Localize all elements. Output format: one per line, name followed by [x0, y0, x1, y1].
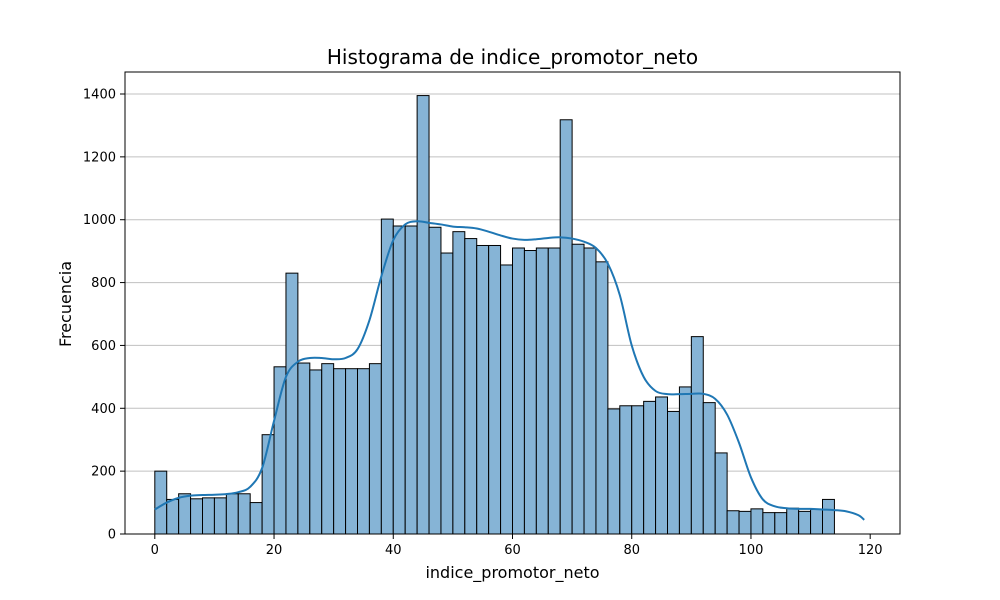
- histogram-bar: [738, 510, 752, 535]
- histogram-bar: [702, 402, 716, 535]
- x-tick-label: 0: [151, 543, 159, 558]
- y-tick-label: 400: [91, 402, 116, 417]
- histogram-bar: [678, 386, 692, 535]
- histogram-bar: [571, 243, 585, 535]
- y-axis-label: Frecuencia: [56, 261, 75, 347]
- histogram-bar: [225, 493, 239, 535]
- histogram-bar: [392, 225, 406, 535]
- histogram-bar: [190, 498, 203, 535]
- y-axis-ticks: 0 200 400 600 800 1000 1200 1400: [83, 88, 125, 543]
- y-tick-label: 1400: [83, 88, 116, 103]
- histogram-bar: [595, 261, 609, 535]
- histogram-bar: [428, 226, 442, 535]
- histogram-bar: [404, 225, 418, 535]
- histogram-bar: [500, 264, 514, 535]
- y-tick-label: 1200: [83, 150, 116, 165]
- histogram-bar: [512, 247, 525, 535]
- histogram-bar: [464, 238, 478, 535]
- histogram-bar: [535, 247, 549, 535]
- histogram-bar: [202, 497, 215, 535]
- chart-title: Histograma de indice_promotor_neto: [327, 45, 698, 69]
- histogram-bar: [440, 252, 454, 535]
- histogram-bar: [559, 119, 573, 535]
- histogram-bar: [750, 508, 764, 535]
- x-tick-label: 20: [266, 543, 283, 558]
- histogram-bars: [154, 95, 835, 535]
- histogram-bar: [285, 272, 299, 535]
- x-axis-label: indice_promotor_neto: [425, 563, 599, 583]
- kde-curve: [154, 220, 865, 521]
- x-axis-ticks: 0 20 40 60 80 100 120: [151, 534, 883, 558]
- y-tick-label: 1000: [83, 213, 116, 228]
- histogram-bar: [643, 400, 657, 535]
- histogram-bar: [810, 508, 823, 535]
- x-tick-label: 80: [623, 543, 640, 558]
- histogram-bar: [213, 497, 227, 535]
- histogram-bar: [726, 510, 740, 535]
- histogram-bar: [667, 410, 680, 535]
- histogram-bar: [357, 368, 370, 535]
- histogram-bar: [309, 369, 323, 535]
- histogram-bar: [321, 363, 335, 535]
- histogram-bar: [452, 231, 466, 535]
- histogram-bar: [762, 512, 776, 535]
- histogram-bar: [523, 250, 537, 535]
- histogram-bar: [416, 95, 430, 535]
- histogram-bar: [488, 244, 502, 535]
- histogram-bar: [166, 498, 180, 535]
- histogram-bar: [368, 363, 382, 535]
- histogram-bar: [178, 493, 192, 535]
- x-tick-label: 40: [385, 543, 402, 558]
- y-tick-label: 800: [91, 276, 116, 291]
- histogram-bar: [607, 408, 621, 535]
- y-tick-label: 200: [91, 465, 116, 480]
- histogram-bar: [583, 247, 597, 535]
- histogram-bar: [237, 493, 251, 535]
- histogram-bar: [273, 366, 287, 535]
- histogram-bar: [631, 405, 645, 535]
- x-tick-label: 100: [739, 543, 764, 558]
- histogram-bar: [786, 507, 800, 535]
- histogram-bar: [249, 502, 263, 535]
- y-tick-label: 0: [108, 528, 116, 543]
- histogram-bar: [655, 396, 668, 535]
- histogram-bar: [297, 362, 311, 535]
- histogram-bar: [333, 368, 347, 535]
- histogram-bar: [774, 512, 788, 535]
- histogram-bar: [822, 498, 835, 535]
- histogram-bar: [476, 244, 490, 535]
- histogram-bar: [714, 452, 728, 535]
- y-tick-label: 600: [91, 339, 116, 354]
- histogram-bar: [619, 405, 633, 535]
- histogram-bar: [690, 336, 704, 535]
- x-tick-label: 60: [504, 543, 521, 558]
- histogram-bar: [380, 218, 394, 535]
- histogram-bar: [547, 247, 561, 535]
- histogram-bar: [345, 368, 359, 535]
- histogram-bar: [798, 510, 812, 535]
- x-tick-label: 120: [858, 543, 883, 558]
